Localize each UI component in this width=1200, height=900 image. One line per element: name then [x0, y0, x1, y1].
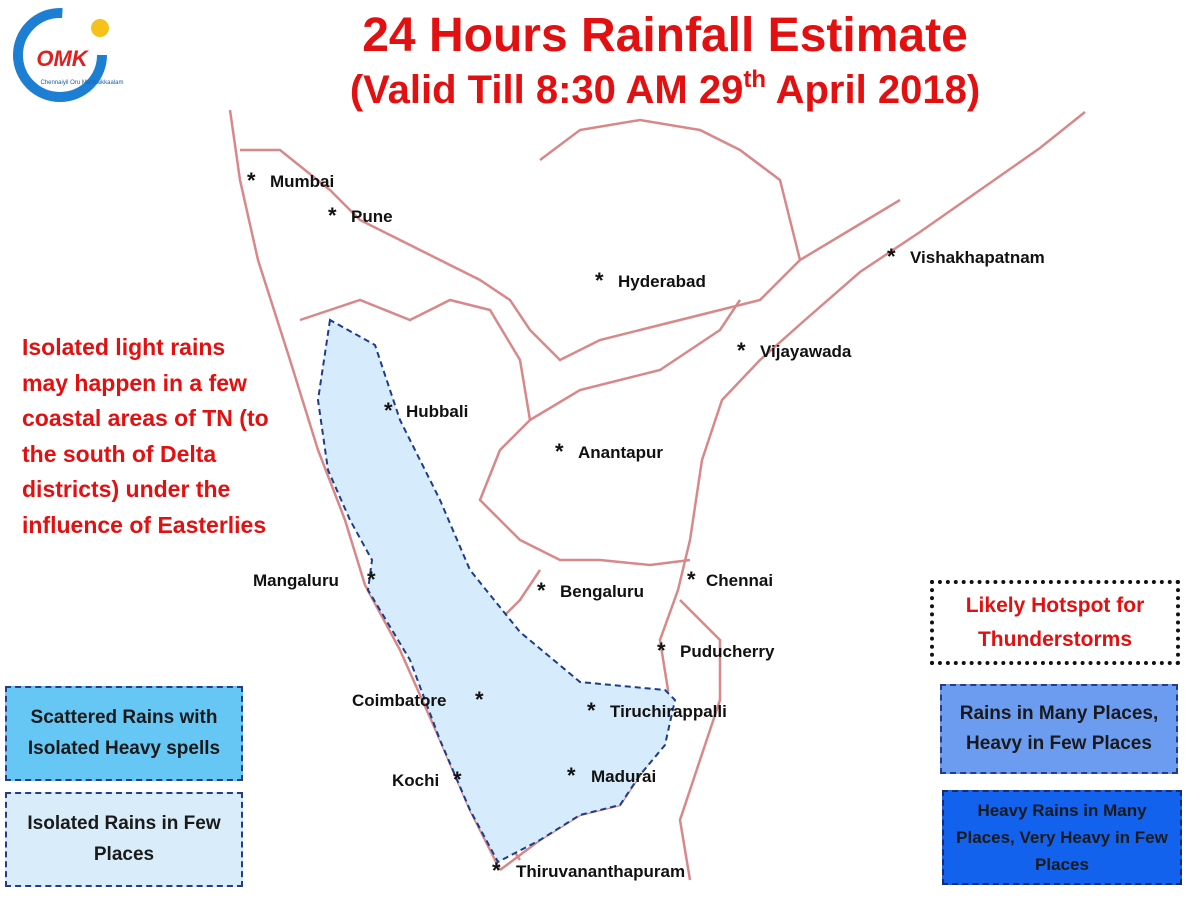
city-marker: * [537, 578, 546, 603]
city-marker: * [595, 268, 604, 293]
city-label: Bengaluru [560, 582, 645, 601]
city-label: Mangaluru [253, 571, 339, 590]
subtitle-text: April 2018) [765, 68, 981, 112]
city-label: Hubbali [406, 402, 469, 421]
logo: OMK Chennaiyil Oru Mazhaikkaalam [13, 8, 124, 102]
city-label: Anantapur [578, 443, 663, 462]
city-marker: * [567, 763, 576, 788]
border [539, 118, 802, 261]
city-marker: * [587, 698, 596, 723]
city-label: Thiruvananthapuram [516, 862, 686, 881]
city-marker: * [887, 244, 896, 269]
city-marker: * [492, 858, 501, 883]
legend-box: Isolated Rains in Few Places [5, 792, 243, 887]
subtitle: (Valid Till 8:30 AM 29th April 2018) [230, 66, 1100, 113]
city-label: Mumbai [270, 172, 335, 191]
city-label: Vishakhapatnam [910, 248, 1045, 267]
logo-ring [13, 8, 107, 102]
city-label: Coimbatore [352, 691, 447, 710]
title: 24 Hours Rainfall Estimate [362, 9, 968, 62]
city-marker: * [475, 687, 484, 712]
logo-sun [91, 19, 109, 37]
city-label: Chennai [706, 571, 774, 590]
city-marker: * [737, 338, 746, 363]
city-marker: * [657, 638, 666, 663]
city-label: Kochi [392, 771, 440, 790]
note: Isolated light rains may happen in a few… [22, 334, 269, 538]
city-marker: * [555, 439, 564, 464]
border [240, 148, 901, 362]
rain-region [316, 318, 677, 864]
legend-box: Heavy Rains in Many Places, Very Heavy i… [942, 790, 1182, 885]
border [678, 599, 722, 881]
legend-box: Rains in Many Places, Heavy in Few Place… [940, 684, 1178, 774]
city-label: Hyderabad [618, 272, 706, 291]
city-label: Madurai [591, 767, 657, 786]
logo-text: OMK [36, 46, 89, 71]
city-marker: * [384, 398, 393, 423]
border [529, 299, 742, 422]
subtitle-sup: th [743, 66, 766, 93]
city-marker: * [367, 567, 376, 592]
city-marker: * [247, 168, 256, 193]
city-label: Pune [351, 207, 393, 226]
border [299, 298, 691, 567]
city-label: Vijayawada [760, 342, 852, 361]
city-label: Puducherry [680, 642, 775, 661]
legend-box: Scattered Rains with Isolated Heavy spel… [5, 686, 243, 781]
city-label: Tiruchirappalli [610, 702, 727, 721]
city-marker: * [687, 567, 696, 592]
subtitle-text: (Valid Till 8:30 AM 29 [349, 68, 744, 112]
logo-caption: Chennaiyil Oru Mazhaikkaalam [40, 80, 123, 86]
city-marker: * [453, 767, 462, 792]
legend-box: Likely Hotspot for Thunderstorms [930, 580, 1180, 665]
city-marker: * [328, 203, 337, 228]
